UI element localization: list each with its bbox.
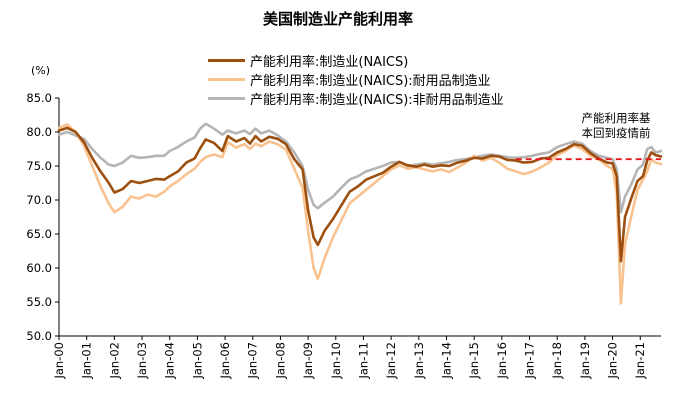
annotation: 产能利用率基 本回到疫情前 [560, 111, 672, 141]
series-line-nondurable [57, 122, 663, 214]
x-tick-label: Jan-15 [467, 342, 481, 380]
series-line-durable [57, 123, 663, 305]
x-tick-label: Jan-12 [384, 342, 398, 380]
legend-swatch-nondurable [208, 97, 245, 100]
annotation-line-2: 本回到疫情前 [581, 126, 651, 140]
y-tick-label: 75.0 [26, 159, 52, 173]
x-tick-label: Jan-20 [606, 342, 620, 380]
y-tick-label: 65.0 [26, 227, 52, 241]
y-tick-label: 55.0 [26, 295, 52, 309]
chart-title: 美国制造业产能利用率 [262, 10, 413, 28]
legend-swatch-durable [208, 78, 245, 81]
legend-label-total: 产能利用率:制造业(NAICS) [250, 55, 409, 70]
x-tick-label: Jan-10 [329, 342, 343, 380]
x-tick-label: Jan-07 [246, 342, 260, 380]
x-tick-label: Jan-09 [301, 342, 315, 380]
x-tick-label: Jan-00 [52, 342, 66, 380]
x-tick-label: Jan-03 [135, 342, 149, 380]
y-tick-label: 85.0 [26, 91, 52, 105]
y-tick-label: 60.0 [26, 261, 52, 275]
x-tick-label: Jan-05 [190, 342, 204, 380]
legend-entry-durable: 产能利用率:制造业(NAICS):耐用品制造业 [208, 70, 504, 89]
y-tick-label: 80.0 [26, 125, 52, 139]
legend-entry-nondurable: 产能利用率:制造业(NAICS):非耐用品制造业 [208, 89, 504, 108]
y-tick-label: 70.0 [26, 193, 52, 207]
y-axis-unit: (%) [31, 64, 51, 77]
x-tick-label: Jan-01 [80, 342, 94, 380]
x-tick-label: Jan-18 [550, 342, 564, 380]
x-tick-label: Jan-08 [273, 342, 287, 380]
legend-label-nondurable: 产能利用率:制造业(NAICS):非耐用品制造业 [250, 93, 504, 108]
legend-swatch-total [208, 59, 245, 62]
x-tick-label: Jan-17 [523, 342, 537, 380]
legend: 产能利用率:制造业(NAICS) 产能利用率:制造业(NAICS):耐用品制造业… [208, 51, 504, 108]
legend-label-durable: 产能利用率:制造业(NAICS):耐用品制造业 [250, 74, 491, 89]
x-tick-label: Jan-02 [107, 342, 121, 380]
y-tick-label: 50.0 [26, 329, 52, 343]
legend-entry-total: 产能利用率:制造业(NAICS) [208, 51, 504, 70]
x-tick-label: Jan-13 [412, 342, 426, 380]
x-tick-label: Jan-11 [356, 342, 370, 380]
x-tick-label: Jan-04 [163, 342, 177, 380]
x-tick-label: Jan-14 [439, 342, 453, 380]
x-tick-label: Jan-16 [495, 342, 509, 380]
x-tick-label: Jan-19 [578, 342, 592, 380]
x-tick-label: Jan-06 [218, 342, 232, 380]
annotation-line-1: 产能利用率基 [581, 111, 651, 125]
series-line-total [57, 126, 663, 263]
x-tick-label: Jan-21 [633, 342, 647, 380]
